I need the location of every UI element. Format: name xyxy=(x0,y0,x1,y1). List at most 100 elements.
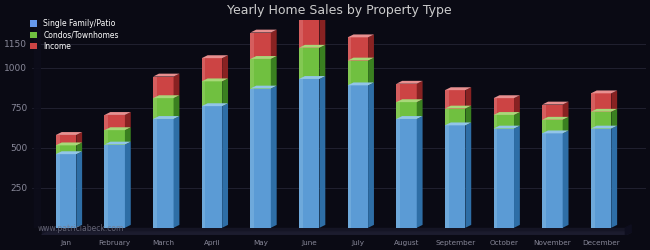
Polygon shape xyxy=(542,102,569,104)
Polygon shape xyxy=(493,112,520,115)
Polygon shape xyxy=(320,17,325,48)
Polygon shape xyxy=(611,90,617,112)
Polygon shape xyxy=(396,116,422,119)
Polygon shape xyxy=(417,116,423,228)
Polygon shape xyxy=(514,126,520,228)
Polygon shape xyxy=(514,95,520,115)
Polygon shape xyxy=(105,127,131,130)
Polygon shape xyxy=(153,98,174,119)
Polygon shape xyxy=(202,106,205,228)
Polygon shape xyxy=(591,93,595,112)
Polygon shape xyxy=(396,102,417,119)
Polygon shape xyxy=(76,151,82,228)
Polygon shape xyxy=(417,99,423,119)
Polygon shape xyxy=(202,55,228,58)
Polygon shape xyxy=(202,78,228,81)
Polygon shape xyxy=(153,74,179,76)
Polygon shape xyxy=(611,126,617,228)
Polygon shape xyxy=(445,125,465,228)
Polygon shape xyxy=(271,56,277,88)
Polygon shape xyxy=(250,56,277,59)
Polygon shape xyxy=(514,112,520,128)
Polygon shape xyxy=(348,58,374,60)
Polygon shape xyxy=(493,95,520,98)
Polygon shape xyxy=(299,20,303,48)
Polygon shape xyxy=(250,59,254,88)
Polygon shape xyxy=(348,37,352,60)
Polygon shape xyxy=(222,103,228,228)
Polygon shape xyxy=(445,90,448,108)
Polygon shape xyxy=(348,85,368,228)
Polygon shape xyxy=(320,45,325,79)
Polygon shape xyxy=(56,135,76,145)
Polygon shape xyxy=(591,93,611,112)
Polygon shape xyxy=(56,154,60,228)
Polygon shape xyxy=(348,37,368,60)
Polygon shape xyxy=(348,60,352,85)
Polygon shape xyxy=(174,95,179,119)
Polygon shape xyxy=(271,86,277,228)
Polygon shape xyxy=(542,120,546,133)
Polygon shape xyxy=(202,106,222,228)
Polygon shape xyxy=(105,130,108,144)
Polygon shape xyxy=(76,142,82,154)
Polygon shape xyxy=(153,76,157,98)
Polygon shape xyxy=(591,112,611,128)
Polygon shape xyxy=(56,135,60,145)
Polygon shape xyxy=(202,58,205,81)
Polygon shape xyxy=(563,130,569,228)
Polygon shape xyxy=(56,145,60,154)
Polygon shape xyxy=(250,32,271,59)
Polygon shape xyxy=(299,79,320,228)
Polygon shape xyxy=(563,117,569,133)
Polygon shape xyxy=(493,115,497,128)
Polygon shape xyxy=(591,90,617,93)
Polygon shape xyxy=(56,154,76,228)
Polygon shape xyxy=(105,144,125,228)
Polygon shape xyxy=(250,88,254,228)
Polygon shape xyxy=(542,133,563,228)
Polygon shape xyxy=(56,151,82,154)
Polygon shape xyxy=(174,74,179,98)
Legend: Single Family/Patio, Condos/Townhomes, Income: Single Family/Patio, Condos/Townhomes, I… xyxy=(30,19,119,51)
Polygon shape xyxy=(125,112,131,130)
Polygon shape xyxy=(542,104,563,120)
Polygon shape xyxy=(153,76,174,98)
Polygon shape xyxy=(299,76,325,79)
Polygon shape xyxy=(396,81,422,84)
Polygon shape xyxy=(105,115,108,130)
Polygon shape xyxy=(125,127,131,144)
Polygon shape xyxy=(493,128,514,228)
Polygon shape xyxy=(125,142,131,228)
Polygon shape xyxy=(174,116,179,228)
Polygon shape xyxy=(493,115,514,128)
Polygon shape xyxy=(396,84,400,102)
Polygon shape xyxy=(222,55,228,81)
Polygon shape xyxy=(542,117,569,120)
Polygon shape xyxy=(611,109,617,128)
Polygon shape xyxy=(445,122,471,125)
Polygon shape xyxy=(465,87,471,108)
Polygon shape xyxy=(445,108,448,125)
Polygon shape xyxy=(396,119,417,228)
Polygon shape xyxy=(250,59,271,88)
Polygon shape xyxy=(105,144,108,228)
Polygon shape xyxy=(542,133,546,228)
Polygon shape xyxy=(542,130,569,133)
Polygon shape xyxy=(222,78,228,106)
Polygon shape xyxy=(299,20,320,48)
Polygon shape xyxy=(465,122,471,228)
Polygon shape xyxy=(250,86,277,88)
Polygon shape xyxy=(445,87,471,90)
Polygon shape xyxy=(445,125,448,228)
Polygon shape xyxy=(445,106,471,108)
Polygon shape xyxy=(299,45,325,48)
Polygon shape xyxy=(591,109,617,112)
Polygon shape xyxy=(299,48,303,79)
Polygon shape xyxy=(591,128,595,228)
Polygon shape xyxy=(348,82,374,85)
Polygon shape xyxy=(250,30,277,32)
Polygon shape xyxy=(153,119,174,228)
Polygon shape xyxy=(153,95,179,98)
Polygon shape xyxy=(396,102,400,119)
